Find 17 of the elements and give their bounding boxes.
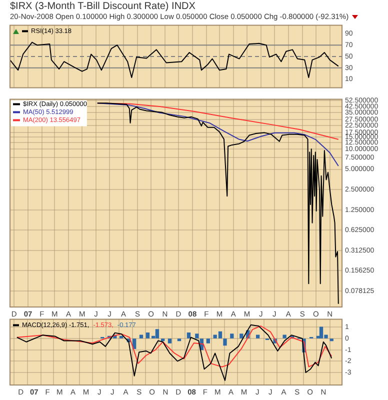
- bar: [256, 334, 260, 338]
- bar: [223, 338, 227, 346]
- bar: [155, 329, 160, 338]
- bar: [139, 334, 144, 338]
- chart-title: $IRX (3-Month T-Bill Discount Rate) INDX: [10, 1, 196, 12]
- bar: [282, 334, 286, 338]
- bar: [330, 338, 334, 342]
- bar: [195, 334, 199, 338]
- bar: [177, 338, 182, 342]
- bar: [186, 332, 191, 338]
- bar: [161, 338, 165, 342]
- bar: [146, 332, 150, 338]
- bar: [120, 336, 124, 338]
- bar: [240, 334, 244, 338]
- bar: [168, 338, 172, 344]
- bar: [230, 334, 234, 338]
- bar: [206, 338, 210, 344]
